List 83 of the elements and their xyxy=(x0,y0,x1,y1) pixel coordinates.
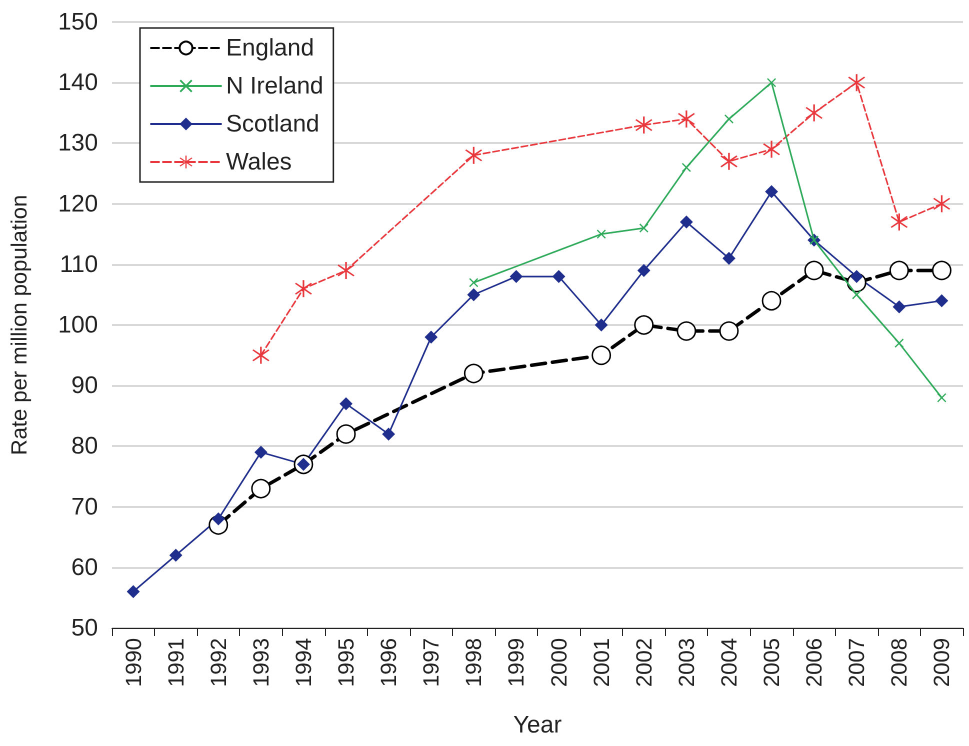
point xyxy=(676,321,696,341)
point xyxy=(510,270,523,284)
point xyxy=(806,104,823,122)
x-tick-label: 2004 xyxy=(716,638,742,687)
x-tick-label: 2000 xyxy=(546,638,572,687)
x-tick-label: 2008 xyxy=(886,638,912,687)
point xyxy=(338,262,355,279)
point xyxy=(935,294,948,308)
point xyxy=(678,110,695,128)
point xyxy=(765,185,778,198)
x-tick-label: 1999 xyxy=(504,638,529,687)
point xyxy=(254,446,268,459)
y-tick-label: 140 xyxy=(58,69,98,96)
point xyxy=(596,230,606,239)
x-tick-label: 2009 xyxy=(929,638,954,687)
x-tick-label: 1995 xyxy=(334,638,359,687)
point xyxy=(251,478,271,498)
x-tick-label: 2006 xyxy=(802,638,827,687)
y-tick-label: 90 xyxy=(71,372,98,400)
x-tick-label: 2005 xyxy=(759,638,784,687)
point xyxy=(722,252,736,265)
point xyxy=(592,346,612,366)
point xyxy=(889,260,909,280)
point xyxy=(680,215,693,228)
point xyxy=(892,300,906,314)
point xyxy=(637,264,650,277)
point xyxy=(767,78,776,88)
point xyxy=(336,424,356,444)
y-tick-label: 60 xyxy=(71,554,98,581)
x-tick-label: 1991 xyxy=(163,638,188,687)
x-tick-label: 1992 xyxy=(206,638,231,687)
y-tick-label: 50 xyxy=(71,614,98,642)
point xyxy=(634,315,654,335)
point xyxy=(763,140,780,158)
point xyxy=(762,291,782,311)
y-tick-label: 80 xyxy=(71,432,98,460)
point xyxy=(932,260,952,280)
y-tick-label: 100 xyxy=(58,312,98,338)
x-tick-label: 1990 xyxy=(120,638,146,687)
y-tick-label: 70 xyxy=(71,493,98,520)
legend-label: England xyxy=(226,34,314,62)
y-tick-label: 150 xyxy=(58,8,98,36)
x-tick-label: 1998 xyxy=(461,638,486,687)
point xyxy=(639,224,648,233)
point xyxy=(682,162,691,172)
point xyxy=(852,290,862,300)
point xyxy=(340,397,353,410)
y-axis-title: Rate per million population xyxy=(6,194,32,456)
x-tick-label: 2003 xyxy=(674,638,699,687)
point xyxy=(720,152,738,170)
point xyxy=(252,346,270,364)
point xyxy=(294,280,312,298)
point xyxy=(933,195,950,212)
legend-label: Wales xyxy=(226,148,292,176)
point xyxy=(464,364,484,384)
point xyxy=(594,318,608,332)
y-tick-label: 130 xyxy=(58,130,98,157)
point xyxy=(552,270,566,284)
point xyxy=(169,548,182,562)
x-tick-label: 2002 xyxy=(631,638,656,687)
legend-label: Scotland xyxy=(226,110,320,138)
point xyxy=(719,321,739,341)
point xyxy=(382,428,396,441)
x-tick-label: 2007 xyxy=(844,638,870,687)
point xyxy=(635,116,652,134)
y-tick-label: 110 xyxy=(60,250,98,278)
x-tick-label: 1996 xyxy=(376,638,402,687)
point xyxy=(894,338,904,348)
point xyxy=(804,260,824,280)
point xyxy=(467,288,480,302)
y-tick-label: 120 xyxy=(58,190,98,218)
x-tick-label: 1993 xyxy=(248,638,274,687)
point xyxy=(890,213,908,230)
x-tick-label: 2001 xyxy=(588,638,614,687)
x-tick-label: 1997 xyxy=(418,638,444,687)
point xyxy=(469,278,478,288)
point xyxy=(424,330,438,344)
point xyxy=(465,146,482,164)
point xyxy=(848,74,866,92)
x-tick-label: 1994 xyxy=(290,638,316,687)
x-axis-title: Year xyxy=(513,712,562,738)
legend-label: N Ireland xyxy=(226,72,324,100)
point xyxy=(126,585,140,598)
